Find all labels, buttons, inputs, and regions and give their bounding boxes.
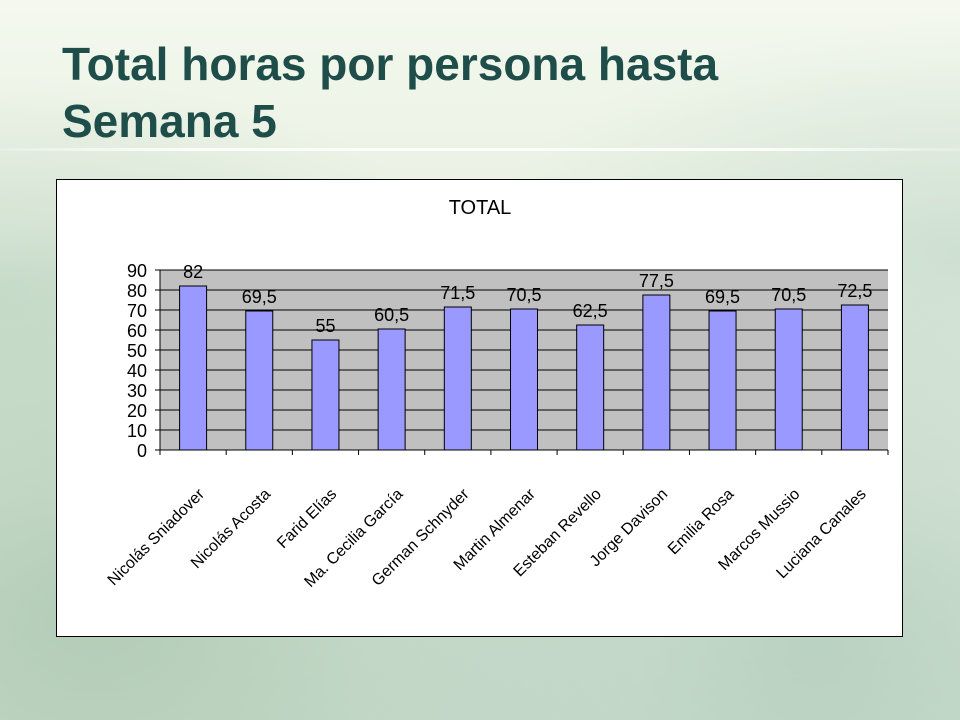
value-label: 55 <box>315 316 335 336</box>
bar-1 <box>179 285 208 451</box>
bar-5 <box>443 306 472 451</box>
value-label: 70,5 <box>771 285 806 305</box>
value-label: 77,5 <box>639 271 674 291</box>
y-tick-label: 0 <box>137 441 147 461</box>
bar-3 <box>311 339 340 451</box>
bar-11 <box>840 304 869 451</box>
y-tick-label: 60 <box>127 321 147 341</box>
value-label: 69,5 <box>242 287 277 307</box>
y-tick-label: 20 <box>127 401 147 421</box>
bar-4 <box>377 328 406 451</box>
value-label: 70,5 <box>506 285 541 305</box>
y-tick-label: 10 <box>127 421 147 441</box>
category-label: Emilia Rosa <box>665 486 737 558</box>
value-label: 62,5 <box>573 301 608 321</box>
bar-8 <box>642 294 671 451</box>
y-tick-label: 40 <box>127 361 147 381</box>
value-label: 60,5 <box>374 305 409 325</box>
value-label: 71,5 <box>440 283 475 303</box>
y-tick-label: 70 <box>127 301 147 321</box>
bar-7 <box>576 324 605 451</box>
chart-title: TOTAL <box>449 197 512 219</box>
bar-9 <box>708 310 737 451</box>
bar-6 <box>510 308 538 451</box>
y-tick-label: 90 <box>127 261 147 281</box>
y-tick-label: 50 <box>127 341 147 361</box>
value-label: 82 <box>183 262 203 282</box>
slide-title: Total horas por persona hasta Semana 5 <box>62 38 719 147</box>
y-tick-label: 30 <box>127 381 147 401</box>
bar-10 <box>774 308 803 451</box>
value-label: 69,5 <box>705 287 740 307</box>
y-tick-label: 80 <box>127 281 147 301</box>
category-label: Farid Elías <box>274 486 340 552</box>
category-label: Nicolás Sniadover <box>105 485 209 589</box>
value-label: 72,5 <box>837 281 872 301</box>
title-divider <box>0 148 960 151</box>
bar-2 <box>245 310 274 451</box>
